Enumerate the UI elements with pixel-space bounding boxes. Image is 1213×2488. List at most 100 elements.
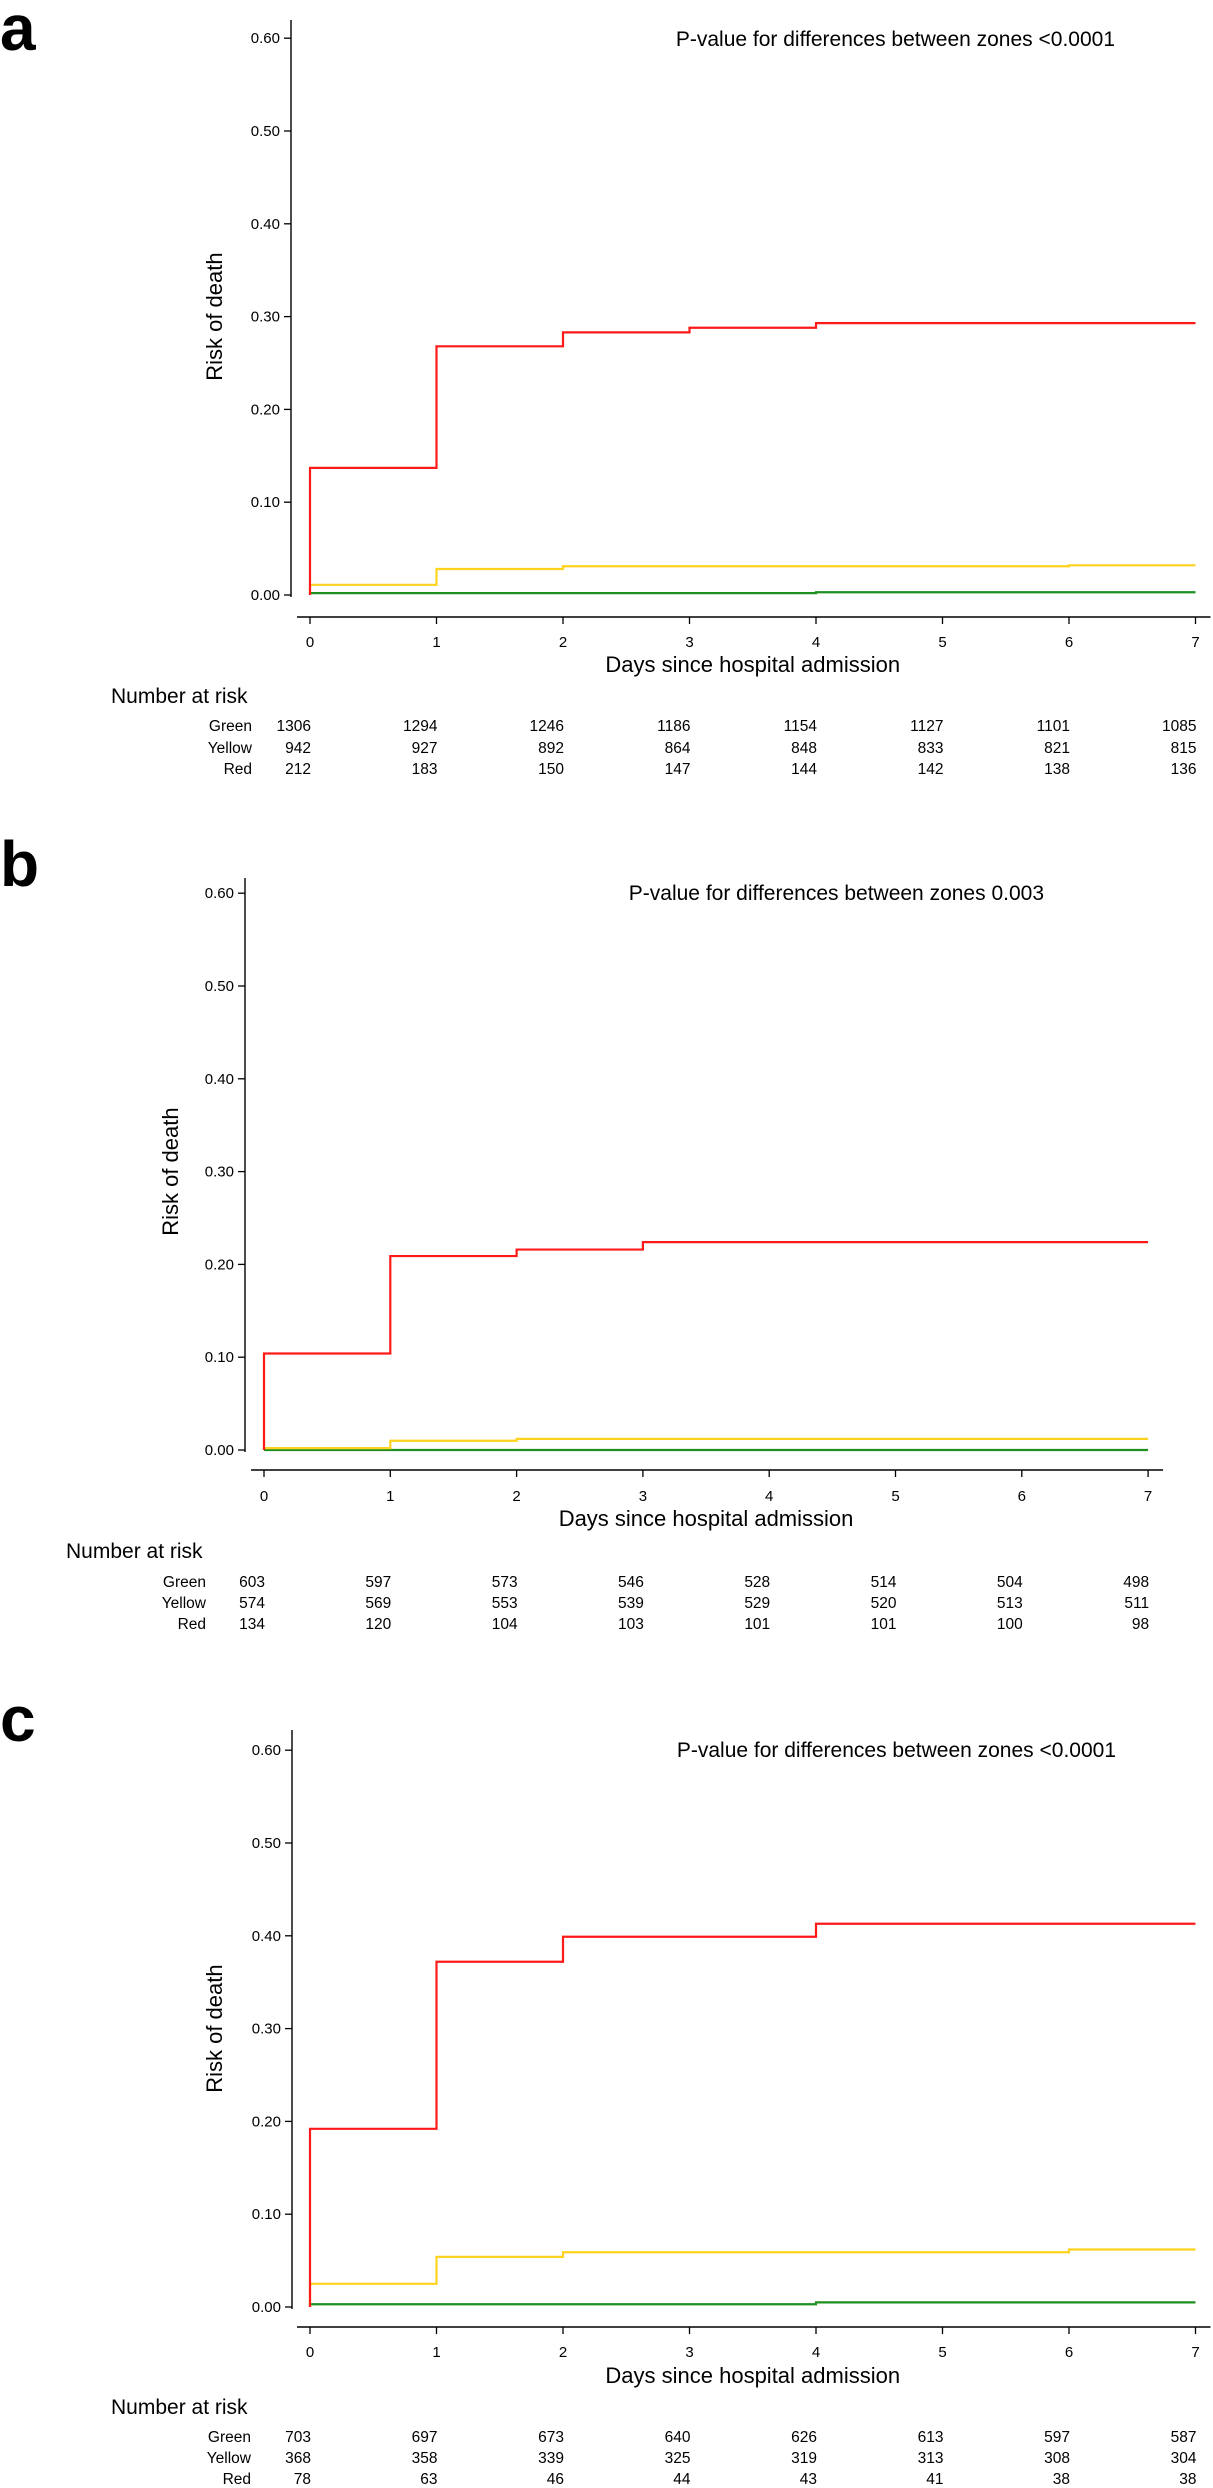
y-tick-label: 0.00 [205,1442,234,1459]
risk-value: 212 [285,761,311,778]
risk-row-label-green: Green [209,718,252,735]
risk-value: 134 [239,1616,265,1633]
risk-value: 942 [285,740,311,757]
risk-value: 504 [997,1574,1023,1591]
panel-b: b 0.00 0.10 0.20 0.30 0.40 0.50 0.60 Risk of dea… [0,828,1164,1633]
y-axis-label: Risk of death [202,1964,227,2092]
x-tick-label: 0 [260,1488,268,1505]
risk-value: 1127 [910,718,943,735]
p-value-annotation: P-value for differences between zones 0.… [629,882,1044,905]
x-tick-label: 5 [891,1488,899,1505]
risk-value: 101 [871,1616,897,1633]
risk-value: 120 [365,1616,391,1633]
risk-value: 103 [618,1616,644,1633]
risk-value: 511 [1124,1595,1149,1612]
risk-value: 546 [618,1574,644,1591]
risk-value: 574 [239,1595,265,1612]
risk-value: 848 [791,740,817,757]
risk-value: 1154 [784,718,818,735]
risk-value: 98 [1132,1616,1149,1633]
risk-value: 514 [871,1574,897,1591]
risk-value: 529 [744,1595,770,1612]
y-tick-label: 0.60 [251,30,280,47]
risk-row-label-green: Green [163,1574,206,1591]
risk-value: 703 [285,2429,311,2446]
risk-row-label-red: Red [224,761,252,778]
risk-value: 313 [918,2450,944,2467]
risk-value: 147 [665,761,691,778]
y-tick-label: 0.20 [251,401,280,418]
x-tick-label: 1 [432,634,440,651]
x-tick-label: 3 [639,1488,647,1505]
x-tick-label: 4 [812,2344,820,2361]
y-tick-label: 0.10 [205,1349,234,1366]
y-tick-label: 0.40 [252,1928,281,1945]
x-axis-label: Days since hospital admission [605,2363,900,2388]
risk-value: 1306 [277,718,311,735]
risk-value: 864 [665,740,691,757]
risk-value: 43 [800,2471,817,2488]
y-axis-label: Risk of death [158,1107,183,1235]
y-tick-label: 0.00 [252,2299,281,2316]
risk-value: 603 [239,1574,265,1591]
risk-value: 136 [1171,761,1197,778]
risk-value: 1294 [403,718,438,735]
x-tick-label: 6 [1065,2344,1073,2361]
x-axis-label: Days since hospital admission [605,652,900,677]
x-tick-label: 7 [1144,1488,1152,1505]
risk-value: 144 [791,761,817,778]
risk-value: 513 [997,1595,1023,1612]
panel-a: a 0.00 0.10 0.20 0.30 0.40 0.50 0.60 Risk of dea… [0,0,1211,778]
risk-value: 1246 [530,718,564,735]
risk-value: 1186 [657,718,690,735]
risk-value: 597 [365,1574,391,1591]
risk-value: 304 [1171,2450,1197,2467]
panel-letter-a: a [0,0,36,64]
panel-letter-c: c [0,1683,36,1755]
risk-value: 539 [618,1595,644,1612]
risk-value: 626 [791,2429,817,2446]
x-axis-label: Days since hospital admission [559,1506,854,1531]
series-line-red [262,1241,1149,1450]
y-tick-label: 0.60 [252,1742,281,1759]
y-tick-label: 0.40 [205,1071,234,1088]
risk-value: 815 [1171,740,1197,757]
y-tick-label: 0.30 [252,2021,281,2038]
x-tick-label: 1 [432,2344,440,2361]
risk-row-label-yellow: Yellow [208,740,253,757]
risk-value: 597 [1044,2429,1070,2446]
risk-value: 104 [492,1616,518,1633]
x-tick-label: 5 [938,2344,946,2361]
x-tick-label: 5 [938,634,946,651]
risk-value: 183 [412,761,438,778]
risk-value: 640 [665,2429,691,2446]
series-line-yellow [262,1437,1149,1450]
risk-value: 1085 [1162,718,1196,735]
risk-table-title: Number at risk [111,685,248,708]
x-tick-label: 6 [1018,1488,1026,1505]
risk-value: 138 [1044,761,1070,778]
series-line-red [308,1922,1196,2307]
risk-value: 339 [538,2450,564,2467]
series-line-yellow [308,2248,1196,2307]
risk-value: 46 [547,2471,564,2488]
x-tick-label: 3 [685,2344,693,2361]
risk-row-label-yellow: Yellow [207,2450,252,2467]
risk-row-label-green: Green [208,2429,251,2446]
risk-value: 319 [791,2450,817,2467]
risk-value: 697 [412,2429,438,2446]
risk-value: 587 [1171,2429,1197,2446]
risk-value: 892 [538,740,564,757]
risk-value: 78 [294,2471,311,2488]
risk-value: 308 [1044,2450,1070,2467]
risk-value: 927 [412,740,438,757]
y-tick-label: 0.30 [251,309,280,326]
x-tick-label: 1 [386,1488,394,1505]
risk-value: 673 [538,2429,564,2446]
risk-value: 100 [997,1616,1023,1633]
risk-value: 41 [926,2471,943,2488]
risk-value: 101 [744,1616,770,1633]
risk-value: 520 [871,1595,897,1612]
panel-letter-b: b [0,828,39,900]
